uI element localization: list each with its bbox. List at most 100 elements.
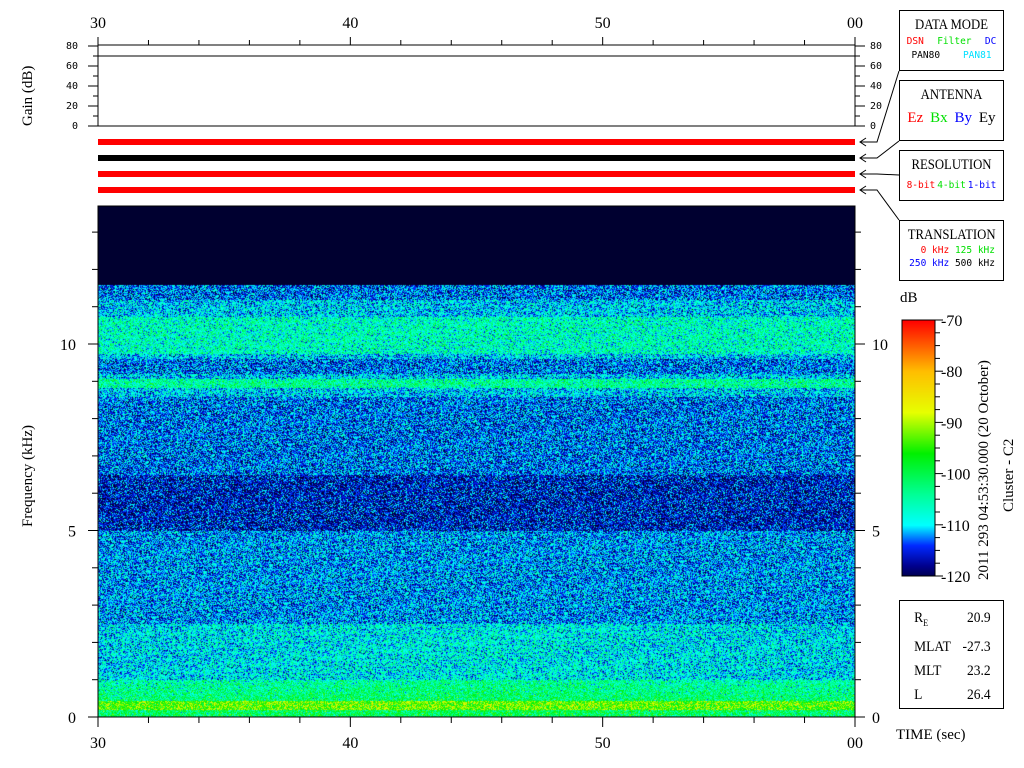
colorbar-segment [902, 523, 935, 525]
colorbar-segment [902, 378, 935, 380]
colorbar-segment [902, 430, 935, 432]
antenna-ey: Ey [978, 110, 996, 126]
colorbar-segment [902, 543, 935, 545]
colorbar-segment [902, 330, 935, 332]
spectrogram-frame [97, 205, 856, 718]
colorbar-segment [902, 503, 935, 505]
colorbar-segment [902, 346, 935, 348]
freq-tick-label-right: 5 [872, 524, 880, 541]
colorbar-segment [902, 354, 935, 356]
colorbar-segment [902, 396, 935, 398]
ephemeris-re: RE 20.9 [914, 610, 991, 628]
colorbar-segment [902, 558, 935, 560]
colorbar-segment [902, 505, 935, 507]
connector-arrow-icon [859, 137, 867, 147]
status-bar [98, 187, 855, 193]
colorbar-segment [902, 470, 935, 472]
freq-tick-label-right: 0 [872, 710, 880, 727]
colorbar-segment [902, 382, 935, 384]
colorbar-segment [902, 515, 935, 517]
colorbar-segment [902, 360, 935, 362]
colorbar-segment [902, 564, 935, 566]
data-mode-title: DATA MODE [914, 17, 988, 33]
gain-tick-label-left: 0 [72, 121, 78, 132]
colorbar-segment [902, 532, 935, 534]
colorbar-segment [902, 351, 935, 353]
colorbar-segment [902, 484, 935, 486]
colorbar-segment [902, 376, 935, 378]
colorbar-segment [902, 337, 935, 339]
colorbar-segment [902, 343, 935, 345]
colorbar-segment [902, 438, 935, 440]
colorbar-segment [902, 421, 935, 423]
colorbar-segment [902, 418, 935, 420]
antenna-by: By [954, 110, 972, 126]
colorbar-segment [902, 560, 935, 562]
colorbar-segment [902, 341, 935, 343]
colorbar-segment [902, 491, 935, 493]
colorbar-segment [902, 488, 935, 490]
colorbar-segment [902, 471, 935, 473]
resolution-panel: RESOLUTION 8-bit 4-bit 1-bit [899, 150, 1004, 201]
colorbar-segment [902, 535, 935, 537]
colorbar-segment [902, 451, 935, 453]
trans-125khz: 125 kHz [954, 245, 995, 256]
colorbar-segment [902, 364, 935, 366]
colorbar-segment [902, 465, 935, 467]
colorbar-segment [902, 452, 935, 454]
colorbar-segment [902, 501, 935, 503]
colorbar-segment [902, 498, 935, 500]
colorbar-segment [902, 469, 935, 471]
colorbar-segment [902, 556, 935, 558]
colorbar-segment [902, 544, 935, 546]
colorbar-segment [902, 536, 935, 538]
colorbar-segment [902, 573, 935, 575]
colorbar-segment [902, 366, 935, 368]
colorbar-segment [902, 420, 935, 422]
colorbar-segment [902, 365, 935, 367]
colorbar-segment [902, 570, 935, 572]
timestamp-label: 2011 293 04:53:30.000 (20 October) [976, 360, 992, 580]
colorbar-segment [902, 541, 935, 543]
colorbar-segment [902, 509, 935, 511]
colorbar-segment [902, 367, 935, 369]
colorbar-segment [902, 572, 935, 574]
gain-axis-label: Gain (dB) [20, 65, 36, 126]
colorbar-segment [902, 375, 935, 377]
colorbar-segment [902, 392, 935, 394]
colorbar-segment [902, 350, 935, 352]
colorbar-segment [902, 569, 935, 571]
colorbar-segment [902, 442, 935, 444]
colorbar-segment [902, 487, 935, 489]
colorbar-segment [902, 322, 935, 324]
gain-tick-label-left: 80 [66, 41, 78, 52]
colorbar-segment [902, 406, 935, 408]
gain-tick-label-right: 0 [870, 121, 876, 132]
colorbar-segment [902, 518, 935, 520]
colorbar-segment [902, 359, 935, 361]
mode-pan81: PAN81 [962, 50, 992, 61]
colorbar-segment [902, 539, 935, 541]
colorbar-segment [902, 325, 935, 327]
colorbar-segment [902, 369, 935, 371]
colorbar-segment [902, 434, 935, 436]
colorbar-segment [902, 336, 935, 338]
colorbar-segment [902, 551, 935, 553]
colorbar-segment [902, 540, 935, 542]
time-tick-label-top: 50 [595, 15, 611, 32]
colorbar-segment [902, 450, 935, 452]
colorbar-segment [902, 349, 935, 351]
colorbar-segment [902, 531, 935, 533]
colorbar-segment [902, 345, 935, 347]
colorbar-segment [902, 399, 935, 401]
ephemeris-mlt: MLT 23.2 [914, 663, 991, 679]
colorbar-segment [902, 462, 935, 464]
colorbar-segment [902, 567, 935, 569]
colorbar-segment [902, 493, 935, 495]
colorbar-segment [902, 391, 935, 393]
colorbar-segment [902, 340, 935, 342]
colorbar-segment [902, 332, 935, 334]
connector-line [860, 140, 900, 159]
colorbar-segment [902, 389, 935, 391]
